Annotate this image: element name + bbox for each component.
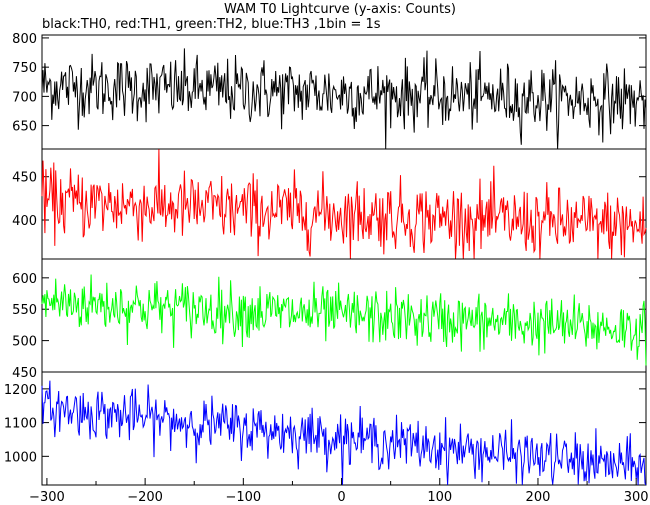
panel-th3: 1000 1100 1200 [4,371,647,486]
y-tick-label: 750 [12,61,37,76]
series-line [41,274,647,366]
x-tick-label: 300 [624,490,649,505]
y-tick-label: 650 [12,120,37,135]
x-tick-label: −100 [225,490,261,505]
panel-frame [41,371,647,486]
panel-th1: 400 450 [12,148,647,260]
y-tick-label: 450 [12,366,37,381]
y-tick-label: 500 [12,335,37,350]
panel-th2: 450 500 550 600 [12,258,647,381]
y-tick-label: 1100 [4,417,37,432]
x-tick-label: −200 [127,490,163,505]
x-tick-label: 100 [427,490,452,505]
chart-subtitle: black:TH0, red:TH1, green:TH2, blue:TH3 … [42,17,381,32]
y-tick-label: 450 [12,171,37,186]
y-tick-label: 1000 [4,450,37,465]
y-tick-label: 800 [12,32,37,47]
series-line [41,380,647,486]
x-tick-label: 0 [337,490,345,505]
y-tick-label: 1200 [4,383,37,398]
y-tick-label: 550 [12,303,37,318]
series-line [41,48,647,149]
y-tick-label: 700 [12,90,37,105]
x-tick-label: −300 [29,490,65,505]
x-tick-label: 200 [526,490,551,505]
y-tick-label: 400 [12,214,37,229]
x-axis: −300 −200 −100 0 100 200 300 [29,478,649,505]
chart-title: WAM T0 Lightcurve (y-axis: Counts) [224,2,456,17]
panel-th0: 650 700 750 800 [12,32,647,150]
y-tick-label: 600 [12,272,37,287]
series-line [41,149,647,259]
